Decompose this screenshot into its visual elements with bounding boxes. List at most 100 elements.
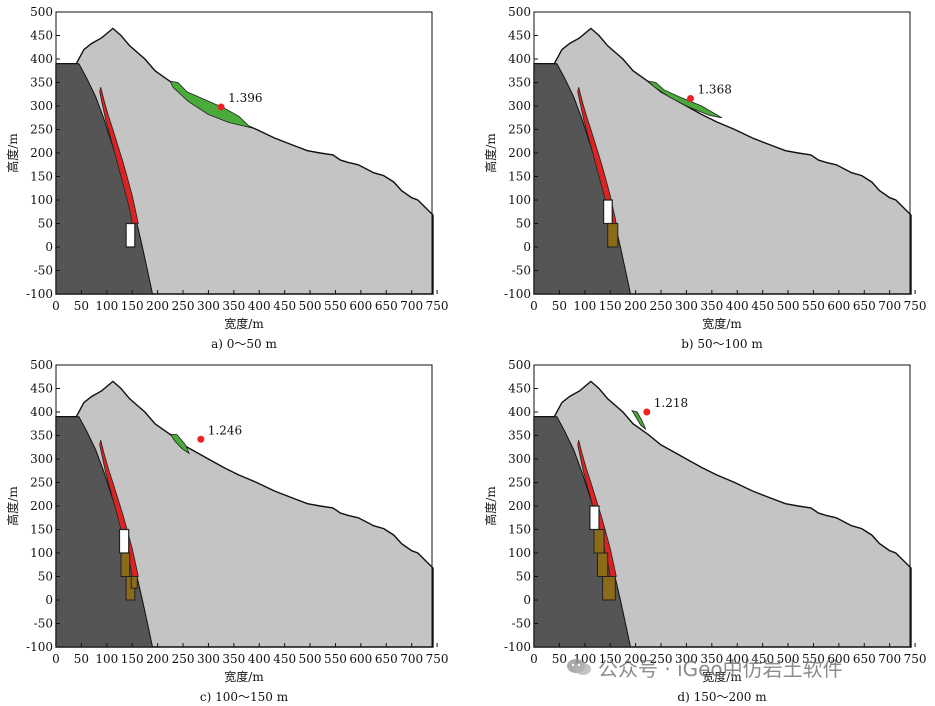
sliding-mass <box>647 80 723 119</box>
x-tick-label: 400 <box>248 652 271 666</box>
x-tick-label: 150 <box>599 299 622 313</box>
x-tick-label: 400 <box>726 652 749 666</box>
y-tick-label: 150 <box>30 523 53 537</box>
x-tick-label: 700 <box>400 652 423 666</box>
y-tick-label: 150 <box>508 523 531 537</box>
x-tick-label: 500 <box>777 299 800 313</box>
y-tick-label: 250 <box>30 123 53 137</box>
y-tick-label: 100 <box>30 546 53 560</box>
y-tick-label: 50 <box>516 570 531 584</box>
x-tick-label: 350 <box>700 652 723 666</box>
safety-factor-point <box>217 103 225 111</box>
x-tick-label: 200 <box>146 652 169 666</box>
y-axis-label: 高度/m <box>483 486 498 526</box>
x-tick-label: 700 <box>878 652 901 666</box>
x-tick-label: 700 <box>400 299 423 313</box>
x-axis-label: 宽度/m <box>702 316 742 331</box>
x-tick-label: 600 <box>349 299 372 313</box>
panel-caption: c) 100～150 m <box>200 690 289 704</box>
x-tick-label: 100 <box>95 652 118 666</box>
y-tick-label: 200 <box>30 499 53 513</box>
y-tick-label: -50 <box>34 264 53 278</box>
watermark: 公众号 · iGeo中仿岩土软件 <box>566 652 843 682</box>
x-tick-label: 100 <box>573 299 596 313</box>
safety-factor-label: 1.246 <box>208 423 242 437</box>
y-tick-label: 100 <box>508 193 531 207</box>
excavation-block <box>589 505 600 531</box>
y-axis-label: 高度/m <box>5 486 20 526</box>
x-tick-label: 500 <box>299 652 322 666</box>
y-tick-label: 250 <box>30 476 53 490</box>
x-tick-label: 150 <box>121 652 144 666</box>
x-tick-label: 550 <box>802 299 825 313</box>
y-axis-label: 高度/m <box>5 133 20 173</box>
x-tick-label: 150 <box>599 652 622 666</box>
x-axis-label: 宽度/m <box>224 669 264 684</box>
x-tick-label: 550 <box>324 652 347 666</box>
safety-factor-label: 1.218 <box>654 396 688 410</box>
sliding-mass <box>631 409 647 430</box>
y-tick-label: -50 <box>34 617 53 631</box>
safety-factor-point <box>643 408 651 416</box>
x-tick-label: 0 <box>530 299 538 313</box>
y-tick-label: 0 <box>523 240 531 254</box>
backfill-block <box>602 576 616 601</box>
x-tick-label: 550 <box>802 652 825 666</box>
x-tick-label: 650 <box>375 299 398 313</box>
x-tick-label: 750 <box>426 652 449 666</box>
y-tick-label: 500 <box>30 358 53 372</box>
x-tick-label: 50 <box>552 299 567 313</box>
x-tick-label: 300 <box>675 299 698 313</box>
x-tick-label: 200 <box>624 652 647 666</box>
y-tick-label: -100 <box>26 287 53 301</box>
slope-outline <box>533 380 912 648</box>
x-tick-label: 150 <box>121 299 144 313</box>
y-tick-label: 450 <box>30 382 53 396</box>
x-tick-label: 50 <box>552 652 567 666</box>
x-tick-label: 0 <box>530 652 538 666</box>
excavation-block <box>602 199 613 225</box>
x-tick-label: 450 <box>273 652 296 666</box>
panel-caption: b) 50～100 m <box>681 337 763 351</box>
wechat-icon <box>567 659 591 675</box>
x-tick-label: 450 <box>751 652 774 666</box>
y-tick-label: 300 <box>508 452 531 466</box>
backfill-block <box>130 576 138 589</box>
y-tick-label: 150 <box>30 170 53 184</box>
y-tick-label: 200 <box>30 146 53 160</box>
x-tick-label: 0 <box>52 299 60 313</box>
y-tick-label: 100 <box>30 193 53 207</box>
x-tick-label: 750 <box>426 299 449 313</box>
y-tick-label: 200 <box>508 499 531 513</box>
y-tick-label: 50 <box>516 217 531 231</box>
y-tick-label: 400 <box>30 52 53 66</box>
y-tick-label: 450 <box>30 29 53 43</box>
y-tick-label: 300 <box>30 452 53 466</box>
x-tick-label: 300 <box>197 652 220 666</box>
watermark-text: 公众号 · iGeo中仿岩土软件 <box>598 656 843 681</box>
excavation-block <box>118 528 130 554</box>
x-tick-label: 250 <box>650 652 673 666</box>
x-tick-label: 400 <box>248 299 271 313</box>
slope-outline <box>533 27 912 295</box>
x-tick-label: 350 <box>222 652 245 666</box>
x-tick-label: 500 <box>299 299 322 313</box>
y-tick-label: 350 <box>508 76 531 90</box>
x-tick-label: 750 <box>904 299 927 313</box>
x-tick-label: 0 <box>52 652 60 666</box>
x-axis-label: 宽度/m <box>224 316 264 331</box>
x-tick-label: 350 <box>222 299 245 313</box>
x-tick-label: 100 <box>95 299 118 313</box>
y-tick-label: 0 <box>45 593 53 607</box>
safety-factor-point <box>197 435 205 443</box>
x-tick-label: 50 <box>74 299 89 313</box>
y-tick-label: -50 <box>512 617 531 631</box>
safety-factor-point <box>686 94 694 102</box>
excavation-block <box>125 222 136 248</box>
x-tick-label: 650 <box>853 652 876 666</box>
y-tick-label: 100 <box>508 546 531 560</box>
x-tick-label: 250 <box>172 652 195 666</box>
